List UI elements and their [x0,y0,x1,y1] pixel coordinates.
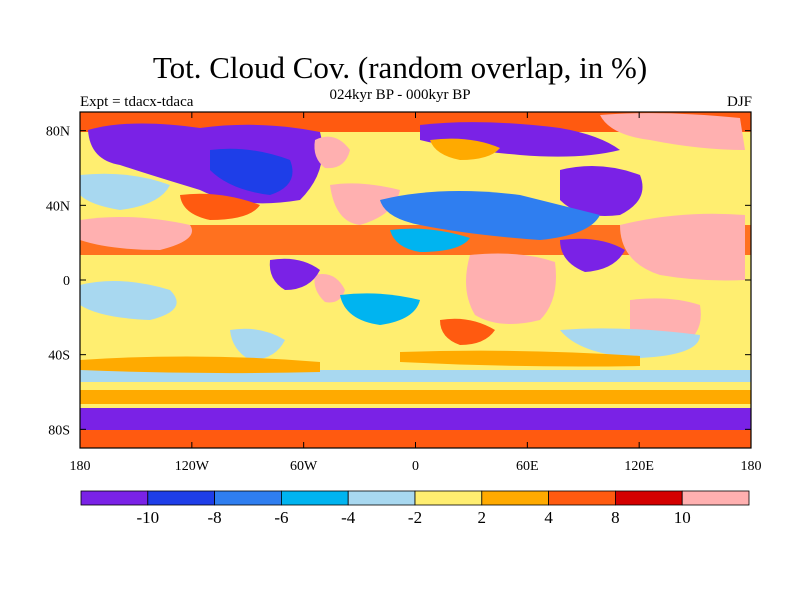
colorbar-level-label: 10 [674,508,691,527]
x-tick-label: 0 [412,459,419,474]
colorbar-level-label: -6 [274,508,288,527]
colorbar-swatch [80,490,149,506]
y-tick-label: 80N [46,125,70,140]
colorbar-swatch [414,490,483,506]
x-tick-label: 180 [70,459,91,474]
colorbar-swatch [615,490,683,506]
season-label: DJF [726,94,752,110]
colorbar-level-label: -10 [136,508,159,527]
colorbar-swatch [214,490,282,506]
y-tick-label: 40N [46,199,70,214]
plot-subtitle: 024kyr BP - 000kyr BP [329,87,471,103]
colorbar-level-label: -2 [408,508,422,527]
colorbar-swatch [347,490,416,506]
colorbar-level-label: 2 [478,508,487,527]
y-tick-label: 80S [48,423,70,438]
axis-ticks: 180 120W 60W 0 60E 120E 180 80N 40N 0 40S 80S [46,112,762,474]
experiment-label: Expt = tdacx-tdaca [80,94,194,110]
x-tick-label: 120W [175,459,210,474]
colorbar-swatch [147,490,216,506]
colorbar-swatch [280,490,349,506]
cloud-cover-field [80,112,751,448]
colorbar-level-label: -8 [208,508,222,527]
x-tick-label: 60W [290,459,318,474]
x-tick-label: 180 [741,459,762,474]
colorbar-level-label: -4 [341,508,356,527]
colorbar-level-label: 8 [611,508,620,527]
y-tick-label: 40S [48,349,70,364]
x-tick-label: 60E [516,459,539,474]
colorbar-level-label: 4 [544,508,553,527]
colorbar: -10 -8 -6 -4 -2 2 4 8 10 [80,490,750,527]
x-tick-label: 120E [624,459,654,474]
plot-title: Tot. Cloud Cov. (random overlap, in %) [152,50,648,85]
y-tick-label: 0 [63,274,70,289]
colorbar-swatch [681,490,750,506]
colorbar-swatch [481,490,549,506]
colorbar-swatch [548,490,616,506]
